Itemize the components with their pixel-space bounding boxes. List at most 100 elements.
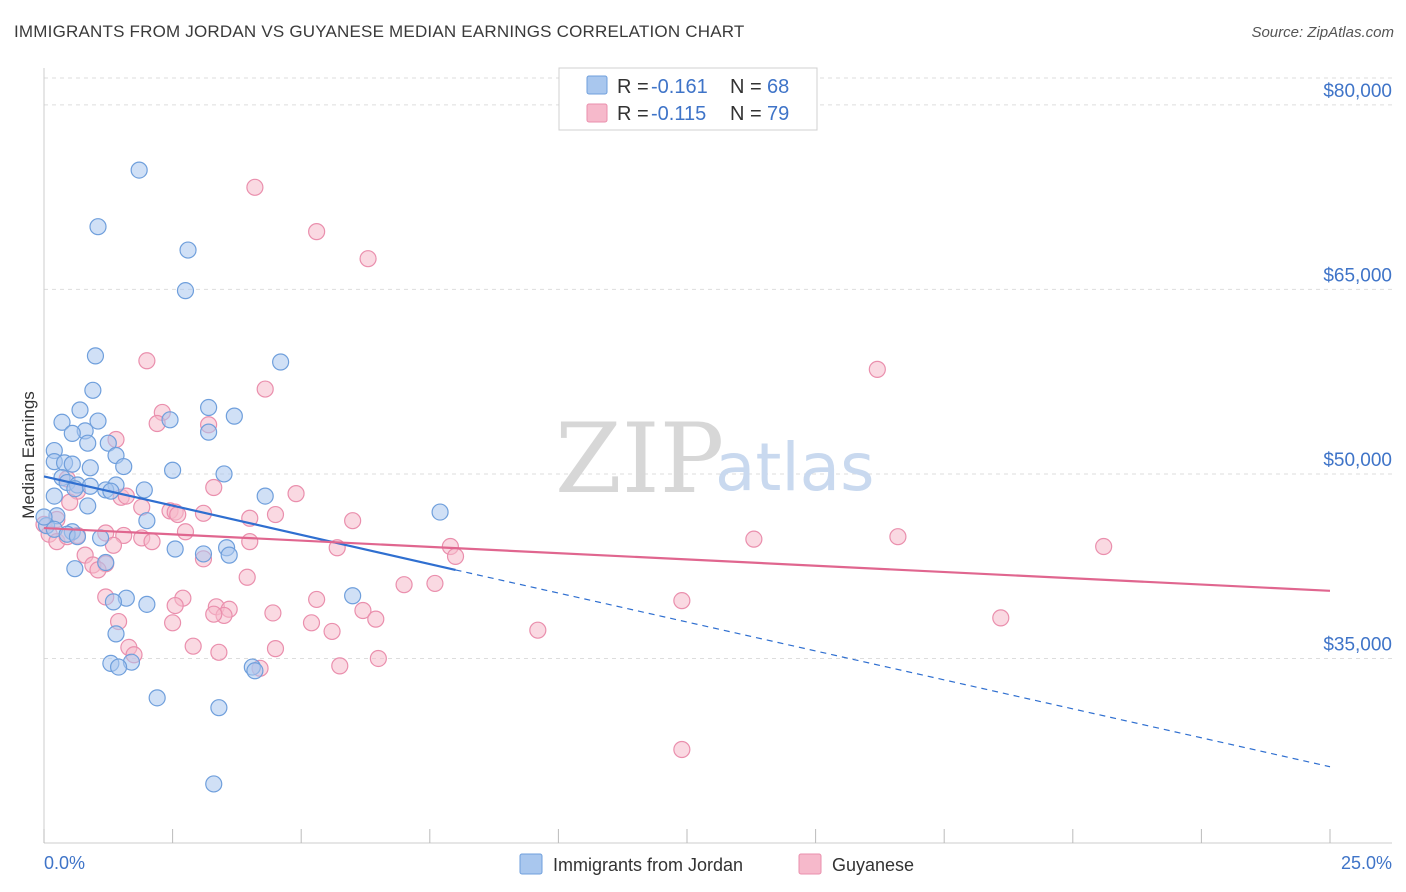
data-point-jordan [86,347,105,365]
trend-line-jordan-extension [455,569,1331,768]
data-point-guyanese [256,380,274,398]
data-point-jordan [200,423,218,441]
data-point-guyanese [210,643,228,661]
data-point-jordan [148,689,166,707]
data-point-jordan [35,508,53,526]
data-point-jordan [220,546,238,564]
data-point-jordan [53,413,71,431]
axes [43,68,1392,844]
data-point-guyanese [164,614,182,632]
data-point-jordan [99,434,117,452]
data-point-guyanese [745,530,763,548]
legend-n-value-jordan: 68 [767,76,789,98]
data-point-guyanese [302,614,321,632]
data-point-jordan [130,161,148,179]
legend-r-label-jordan: R = [617,76,649,98]
bottom-legend-label-guyanese: Guyanese [832,855,914,875]
data-point-guyanese [176,523,195,541]
y-tick-label: $65,000 [1323,265,1392,286]
bottom-legend-label-jordan: Immigrants from Jordan [553,855,743,875]
data-point-jordan [272,353,290,371]
data-point-jordan [115,457,133,476]
data-point-jordan [179,241,197,259]
data-point-guyanese [529,621,547,639]
y-tick-label: $50,000 [1323,450,1392,471]
data-point-jordan [63,455,81,473]
legend-swatch-guyanese [586,103,608,123]
data-point-jordan [161,411,179,429]
data-point-guyanese [344,512,362,530]
data-point-jordan [194,545,213,563]
legend-r-value-guyanese: -0.115 [651,103,706,125]
data-point-jordan [71,401,89,419]
data-point-jordan [104,593,123,611]
legend-r-label-guyanese: R = [617,103,649,125]
data-point-jordan [68,528,87,546]
data-point-jordan [256,487,274,505]
x-ticks [43,829,1331,843]
legend-n-value-guyanese: 79 [767,103,789,125]
data-point-jordan [81,459,99,477]
data-point-guyanese [205,605,223,623]
data-point-guyanese [287,485,305,503]
data-point-guyanese [369,649,387,668]
data-point-jordan [91,529,110,547]
data-point-jordan [210,699,228,717]
data-point-guyanese [246,178,264,196]
data-point-guyanese [673,592,691,610]
legend-n-label-jordan: N = [730,76,762,98]
data-point-jordan [138,512,156,530]
data-point-guyanese [205,478,223,497]
data-point-guyanese [143,533,161,551]
watermark-zip: ZIP [555,403,724,515]
data-point-jordan [89,412,107,430]
bottom-legend-swatch-guyanese [798,853,822,875]
data-point-jordan [109,658,128,676]
data-point-guyanese [308,590,326,609]
data-point-guyanese [323,622,341,641]
data-point-jordan [164,461,182,479]
legend-swatch-jordan [586,75,608,95]
data-point-guyanese [673,740,691,759]
data-point-guyanese [1095,537,1113,556]
data-point-jordan [225,407,243,425]
bottom-legend: Immigrants from Jordan Guyanese [519,853,914,875]
data-point-jordan [97,553,115,572]
y-tick-labels: $35,000 $50,000 $65,000 $80,000 [1323,81,1392,656]
data-point-jordan [176,282,195,300]
data-point-guyanese [264,604,282,622]
data-point-jordan [79,434,97,452]
data-point-jordan [431,503,449,521]
data-point-guyanese [184,637,202,655]
data-point-guyanese [992,609,1010,627]
data-point-jordan [344,587,362,605]
data-point-jordan [138,595,156,613]
data-point-jordan [200,398,218,417]
chart-title: IMMIGRANTS FROM JORDAN VS GUYANESE MEDIA… [14,22,745,41]
series-jordan-points [35,161,449,793]
data-point-guyanese [238,568,256,586]
data-point-jordan [45,487,63,505]
trend-line-guyanese [43,526,1331,592]
bottom-legend-swatch-jordan [519,853,543,875]
data-point-jordan [89,218,107,236]
data-point-guyanese [367,610,385,628]
data-point-guyanese [331,657,349,675]
data-point-guyanese [266,640,285,658]
source-note: Source: ZipAtlas.com [1251,24,1394,41]
data-point-guyanese [868,360,886,378]
watermark-atlas: atlas [715,429,875,506]
data-point-guyanese [241,533,259,551]
data-point-guyanese [308,223,326,241]
data-point-guyanese [359,250,377,268]
data-point-jordan [205,775,223,793]
data-point-guyanese [166,596,184,615]
data-point-guyanese [266,505,285,524]
y-tick-label: $80,000 [1323,81,1392,102]
data-point-jordan [63,424,81,442]
y-axis-label: Median Earnings [19,391,38,519]
legend-n-label-guyanese: N = [730,103,762,125]
data-point-jordan [166,540,184,558]
data-point-jordan [215,465,233,483]
